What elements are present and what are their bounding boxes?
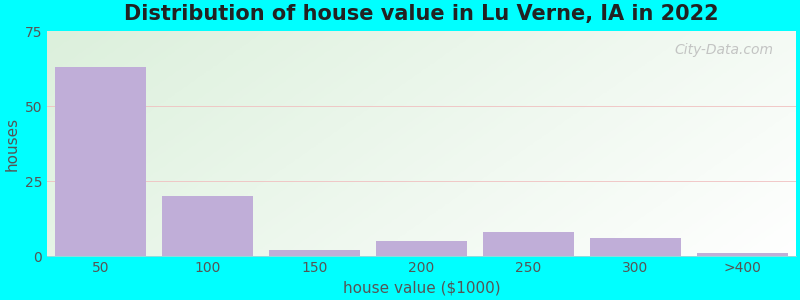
X-axis label: house value ($1000): house value ($1000) (342, 281, 500, 296)
Bar (590, 238, 681, 256)
Bar (376, 242, 467, 256)
Bar (483, 232, 574, 256)
Title: Distribution of house value in Lu Verne, IA in 2022: Distribution of house value in Lu Verne,… (124, 4, 718, 24)
Bar (697, 254, 788, 256)
Bar (55, 67, 146, 256)
Y-axis label: houses: houses (4, 117, 19, 171)
Text: City-Data.com: City-Data.com (674, 43, 774, 56)
Bar (269, 250, 360, 256)
Bar (162, 196, 253, 256)
